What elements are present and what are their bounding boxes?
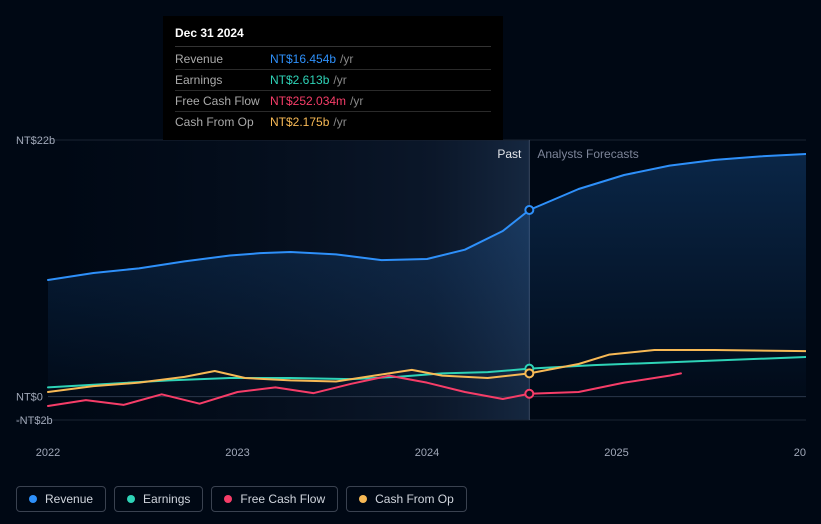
svg-text:-NT$2b: -NT$2b	[16, 415, 53, 427]
legend-dot	[29, 495, 37, 503]
legend: Revenue Earnings Free Cash Flow Cash Fro…	[16, 486, 467, 512]
tooltip-value: NT$2.613b	[270, 73, 329, 87]
tooltip-unit: /yr	[350, 94, 363, 108]
legend-item-fcf[interactable]: Free Cash Flow	[211, 486, 338, 512]
tooltip-row: Free Cash Flow NT$252.034m /yr	[175, 91, 491, 112]
tooltip-label: Free Cash Flow	[175, 94, 270, 108]
svg-text:NT$0: NT$0	[16, 392, 43, 404]
legend-label: Cash From Op	[375, 492, 454, 506]
legend-item-cfo[interactable]: Cash From Op	[346, 486, 467, 512]
tooltip-label: Revenue	[175, 52, 270, 66]
legend-item-earnings[interactable]: Earnings	[114, 486, 203, 512]
tooltip-row: Revenue NT$16.454b /yr	[175, 49, 491, 70]
legend-dot	[127, 495, 135, 503]
tooltip-row: Earnings NT$2.613b /yr	[175, 70, 491, 91]
svg-text:Past: Past	[497, 147, 522, 161]
legend-dot	[224, 495, 232, 503]
chart-area[interactable]: NT$22b NT$0 -NT$2b 2022 2023 2024 2025 2026 Past…	[16, 120, 806, 470]
legend-label: Earnings	[143, 492, 190, 506]
legend-dot	[359, 495, 367, 503]
tooltip-row: Cash From Op NT$2.175b /yr	[175, 112, 491, 132]
legend-label: Revenue	[45, 492, 93, 506]
tooltip-date: Dec 31 2024	[175, 26, 491, 47]
tooltip-value: NT$16.454b	[270, 52, 336, 66]
tooltip-unit: /yr	[333, 73, 346, 87]
tooltip-value: NT$2.175b	[270, 115, 329, 129]
legend-item-revenue[interactable]: Revenue	[16, 486, 106, 512]
svg-text:2026: 2026	[794, 447, 806, 459]
tooltip-label: Cash From Op	[175, 115, 270, 129]
svg-text:NT$22b: NT$22b	[16, 135, 55, 147]
legend-label: Free Cash Flow	[240, 492, 325, 506]
svg-text:Analysts Forecasts: Analysts Forecasts	[537, 147, 638, 161]
chart-svg: NT$22b NT$0 -NT$2b 2022 2023 2024 2025 2026 Past…	[16, 120, 806, 470]
svg-text:2022: 2022	[36, 447, 60, 459]
svg-text:2024: 2024	[415, 447, 439, 459]
tooltip-label: Earnings	[175, 73, 270, 87]
hover-tooltip: Dec 31 2024 Revenue NT$16.454b /yr Earni…	[163, 16, 503, 140]
tooltip-unit: /yr	[340, 52, 353, 66]
svg-text:2023: 2023	[225, 447, 249, 459]
tooltip-value: NT$252.034m	[270, 94, 346, 108]
tooltip-unit: /yr	[333, 115, 346, 129]
svg-text:2025: 2025	[604, 447, 628, 459]
